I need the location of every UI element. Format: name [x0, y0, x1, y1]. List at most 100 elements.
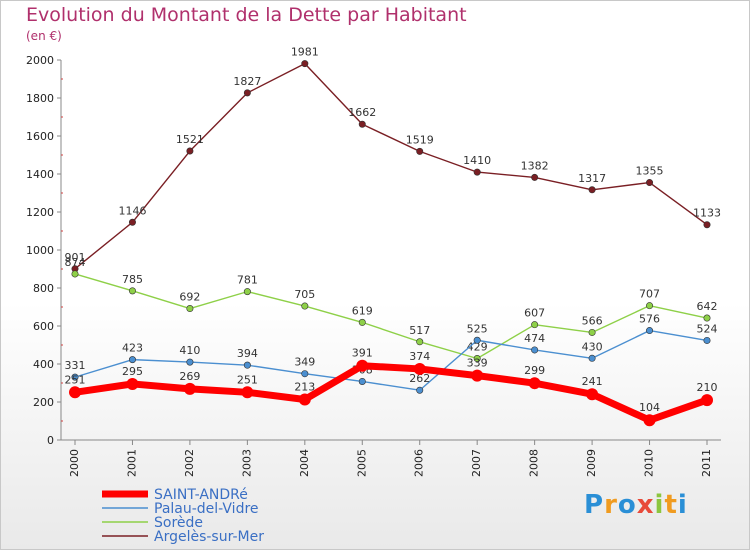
proxiti-logo: Proxiti [584, 490, 688, 520]
data-point [643, 414, 656, 427]
y-tick-label: 1600 [26, 130, 54, 143]
data-point [243, 89, 251, 97]
y-tick-label: 1400 [26, 168, 54, 181]
data-point [243, 288, 251, 296]
data-label: 349 [294, 356, 315, 369]
data-label: 210 [697, 381, 718, 394]
series-line [74, 329, 708, 391]
x-tick-label: 2010 [643, 449, 656, 477]
data-label: 374 [409, 350, 430, 363]
data-point [703, 336, 711, 344]
data-label: 104 [639, 401, 660, 414]
data-label: 1382 [521, 159, 549, 172]
data-point [358, 377, 366, 385]
x-tick-label: 2011 [700, 449, 713, 477]
y-tick-label: 200 [33, 396, 54, 409]
data-point [128, 287, 136, 295]
data-label: 251 [237, 373, 258, 386]
data-point [186, 358, 194, 366]
x-tick-label: 2008 [528, 449, 541, 477]
data-point [413, 362, 426, 375]
data-point [186, 147, 194, 155]
data-point [69, 386, 81, 399]
data-label: 213 [294, 381, 315, 394]
data-point [531, 321, 539, 329]
x-tick-label: 2006 [413, 449, 426, 477]
data-label: 785 [122, 273, 143, 286]
data-label: 874 [65, 256, 86, 269]
data-label: 1519 [406, 133, 434, 146]
legend-label: Sorède [154, 515, 203, 531]
data-point [473, 354, 481, 362]
x-tick-label: 2001 [125, 449, 138, 477]
data-point [531, 173, 539, 181]
x-tick-label: 2007 [470, 449, 483, 477]
x-tick-label: 2004 [298, 449, 311, 477]
data-point [473, 168, 481, 176]
data-point [646, 179, 654, 187]
data-label: 1355 [636, 165, 664, 178]
data-label: 517 [409, 324, 430, 337]
data-label: 1317 [578, 172, 606, 185]
data-point [473, 336, 481, 344]
data-point [301, 60, 309, 68]
series-line [74, 362, 709, 424]
data-label: 901 [65, 251, 86, 264]
data-point [358, 120, 366, 128]
y-tick-label: 2000 [26, 54, 54, 67]
data-label: 429 [467, 340, 488, 353]
y-tick-label: 400 [33, 358, 54, 371]
data-point [183, 382, 196, 395]
y-tick-label: 800 [33, 282, 54, 295]
data-label: 241 [582, 375, 603, 388]
data-label: 692 [179, 291, 200, 304]
data-point [703, 221, 711, 229]
x-tick-label: 2003 [240, 449, 253, 477]
data-label: 269 [179, 370, 200, 383]
data-point [128, 356, 136, 364]
series-line [74, 62, 708, 270]
data-point [588, 186, 596, 194]
data-label: 1827 [233, 75, 261, 88]
data-point [586, 388, 599, 401]
data-point [416, 147, 424, 155]
data-label: 607 [524, 307, 545, 320]
x-tick-label: 2002 [183, 449, 196, 477]
data-point [701, 394, 713, 407]
data-label: 1410 [463, 154, 491, 167]
data-label: 1981 [291, 46, 319, 59]
data-point [358, 318, 366, 326]
data-point [186, 305, 194, 313]
data-point [71, 373, 79, 381]
chart-title: Evolution du Montant de la Dette par Hab… [26, 4, 467, 26]
data-label: 524 [697, 322, 718, 335]
y-tick-label: 1800 [26, 92, 54, 105]
data-point [298, 393, 311, 406]
data-label: 1146 [118, 204, 146, 217]
data-point [703, 314, 711, 322]
y-tick-label: 600 [33, 320, 54, 333]
data-label: 642 [697, 300, 718, 313]
data-label: 430 [582, 340, 603, 353]
data-point [646, 302, 654, 310]
data-point [71, 270, 79, 278]
data-label: 474 [524, 332, 545, 345]
data-point [301, 370, 309, 378]
data-label: 576 [639, 313, 660, 326]
data-point [356, 359, 369, 372]
data-label: 262 [409, 372, 430, 385]
data-point [416, 386, 424, 394]
data-label: 1662 [348, 106, 376, 119]
data-point [531, 346, 539, 354]
data-label: 394 [237, 347, 258, 360]
data-label: 339 [467, 357, 488, 370]
data-point [128, 218, 136, 226]
data-label: 295 [122, 365, 143, 378]
chart-subtitle: (en €) [26, 29, 62, 43]
data-label: 525 [467, 322, 488, 335]
x-tick-label: 2009 [585, 449, 598, 477]
data-label: 423 [122, 342, 143, 355]
data-label: 781 [237, 274, 258, 287]
data-point [301, 302, 309, 310]
